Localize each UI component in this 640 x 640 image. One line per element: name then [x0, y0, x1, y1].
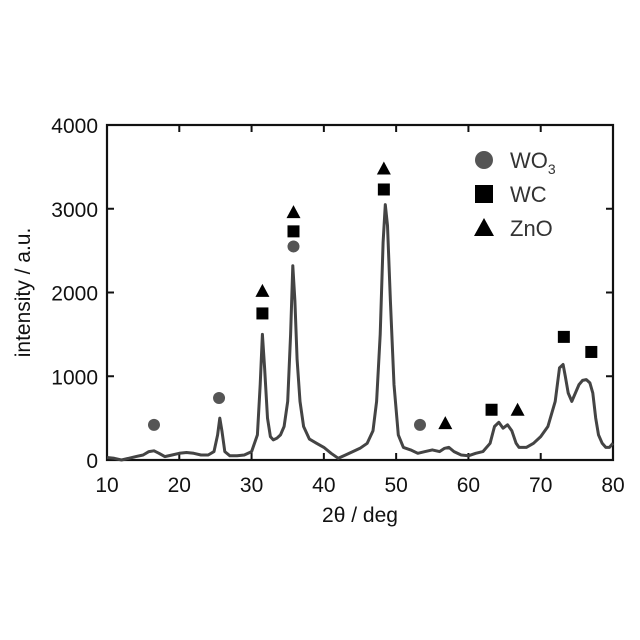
legend-label: WC: [510, 182, 547, 207]
y-tick-label: 2000: [51, 283, 98, 306]
x-tick-label: 20: [168, 474, 191, 497]
legend-triangle-icon: [474, 218, 494, 236]
y-axis-label: intensity / a.u.: [12, 228, 35, 358]
y-tick-label: 1000: [51, 366, 98, 389]
y-tick-label: 0: [86, 450, 98, 473]
legend-circle-icon: [475, 151, 493, 169]
x-tick-label: 40: [312, 474, 335, 497]
triangle-phase-marker: [377, 162, 391, 175]
x-tick-label: 60: [457, 474, 480, 497]
circle-phase-marker: [148, 419, 160, 431]
circle-phase-marker: [287, 240, 299, 252]
x-tick-label: 80: [601, 474, 624, 497]
legend: WO3 WC ZnO: [474, 148, 556, 241]
legend-label: WO3: [510, 148, 556, 177]
axis-ticks: [107, 125, 613, 460]
square-phase-marker: [287, 225, 299, 237]
triangle-phase-marker: [255, 284, 269, 297]
y-tick-label: 4000: [51, 115, 98, 138]
x-tick-label: 50: [384, 474, 407, 497]
square-phase-marker: [558, 331, 570, 343]
square-phase-marker: [256, 307, 268, 319]
circle-phase-marker: [213, 392, 225, 404]
x-tick-label: 30: [240, 474, 263, 497]
legend-label: ZnO: [510, 216, 553, 241]
circle-phase-marker: [414, 419, 426, 431]
y-tick-label: 3000: [51, 199, 98, 222]
x-tick-label: 70: [529, 474, 552, 497]
square-phase-marker: [486, 404, 498, 416]
legend-square-icon: [475, 185, 493, 203]
square-phase-marker: [378, 183, 390, 195]
plot-area-border: [107, 125, 613, 460]
x-axis-label: 2θ / deg: [322, 504, 398, 527]
triangle-phase-marker: [286, 205, 300, 218]
x-tick-label: 10: [95, 474, 118, 497]
plot-frame: [107, 125, 613, 460]
triangle-phase-marker: [511, 403, 525, 416]
triangle-phase-marker: [438, 416, 452, 429]
series-line-xrd-pattern: [107, 205, 613, 460]
square-phase-marker: [585, 346, 597, 358]
